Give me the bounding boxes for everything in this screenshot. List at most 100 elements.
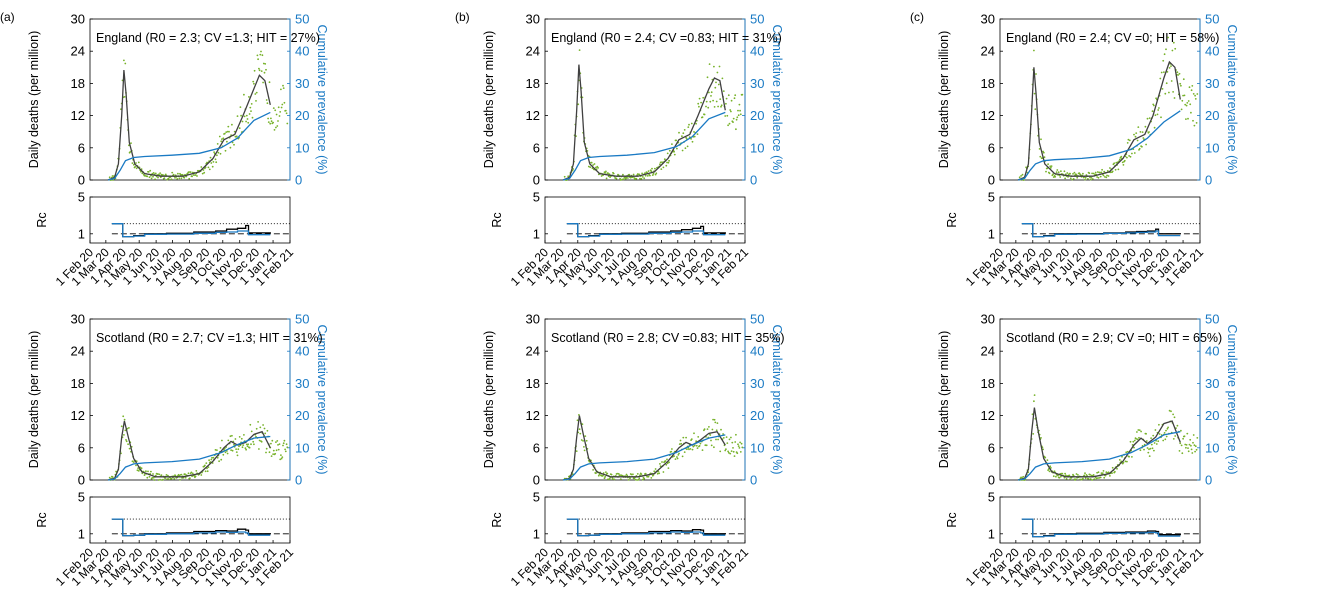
- data-point: [1190, 111, 1192, 114]
- data-point: [1102, 470, 1105, 472]
- data-point: [1096, 171, 1099, 173]
- data-point: [1141, 145, 1143, 148]
- data-point: [140, 467, 143, 470]
- y-axis-label: Daily deaths (per million): [937, 31, 951, 169]
- data-point: [1118, 459, 1121, 461]
- data-point: [621, 178, 624, 181]
- y-tick-label: 6: [78, 140, 85, 155]
- data-point: [208, 459, 211, 462]
- data-point: [111, 175, 114, 177]
- data-point: [150, 470, 152, 473]
- y2-tick-label: 10: [1205, 140, 1219, 155]
- rc-tick-label: 1: [533, 526, 540, 541]
- data-point: [270, 442, 272, 445]
- data-point: [1111, 466, 1114, 469]
- data-point: [277, 106, 280, 109]
- data-point: [240, 437, 243, 440]
- data-point: [237, 448, 240, 451]
- data-point: [1191, 85, 1194, 87]
- data-point: [605, 471, 607, 473]
- data-point: [125, 440, 128, 443]
- y-tick-label: 0: [533, 473, 540, 488]
- data-point: [1091, 178, 1094, 180]
- data-point: [265, 447, 268, 450]
- data-point: [724, 115, 727, 117]
- rc-axis-label: Rc: [35, 212, 49, 227]
- data-point: [1133, 152, 1136, 154]
- y2-tick-label: 50: [295, 12, 309, 27]
- data-point: [207, 166, 210, 169]
- data-point: [715, 429, 718, 432]
- data-point: [1185, 104, 1188, 107]
- data-point: [673, 150, 675, 153]
- y2-tick-label: 40: [750, 344, 764, 359]
- data-point: [111, 475, 114, 478]
- data-point: [695, 444, 698, 447]
- y-tick-label: 6: [78, 440, 85, 455]
- data-point: [711, 428, 714, 431]
- data-point: [1135, 438, 1138, 440]
- data-point: [1120, 155, 1123, 158]
- data-point: [1133, 439, 1136, 442]
- data-point: [1194, 94, 1196, 97]
- y2-tick-label: 30: [1205, 76, 1219, 91]
- data-point: [1020, 175, 1022, 177]
- data-point: [1184, 103, 1187, 106]
- data-point: [619, 474, 621, 477]
- data-point: [1125, 451, 1128, 454]
- data-point: [274, 452, 277, 455]
- data-point: [563, 175, 566, 178]
- data-point: [1100, 171, 1103, 174]
- data-point: [108, 176, 111, 179]
- data-point: [1182, 437, 1184, 440]
- data-point: [1079, 478, 1081, 481]
- data-point: [190, 471, 193, 474]
- data-point: [619, 478, 622, 480]
- data-point: [144, 175, 147, 177]
- data-point: [1152, 434, 1155, 437]
- chart-panel: (b) 0 6 12 18 24 30 0 10 20 30 40 50 Daily deaths (pe…: [455, 10, 784, 290]
- data-point: [627, 177, 629, 179]
- data-point: [268, 81, 271, 84]
- data-point: [1192, 434, 1195, 436]
- data-point: [1131, 456, 1133, 458]
- y-tick-label: 18: [71, 376, 85, 391]
- data-point: [1146, 447, 1149, 449]
- data-point: [1040, 437, 1042, 439]
- data-point: [256, 54, 259, 57]
- data-point: [583, 449, 586, 452]
- data-point: [1154, 429, 1157, 431]
- data-point: [706, 76, 709, 79]
- data-point: [1023, 179, 1025, 181]
- data-point: [1033, 49, 1035, 52]
- data-point: [273, 129, 276, 131]
- data-point: [677, 454, 680, 456]
- y2-tick-label: 0: [1205, 173, 1212, 188]
- data-point: [222, 453, 225, 456]
- data-point: [278, 443, 281, 445]
- data-point: [589, 166, 592, 169]
- data-point: [247, 121, 250, 124]
- y-tick-label: 18: [71, 76, 85, 91]
- data-point: [1148, 117, 1151, 119]
- data-point: [722, 433, 724, 435]
- data-point: [720, 428, 722, 431]
- data-point: [204, 470, 207, 473]
- data-point: [1020, 476, 1022, 479]
- data-point: [1116, 467, 1118, 470]
- rc-axis-label: Rc: [490, 212, 504, 227]
- data-point: [152, 473, 154, 475]
- data-point: [180, 177, 183, 180]
- data-point: [597, 474, 600, 477]
- data-point: [174, 177, 176, 179]
- data-point: [696, 133, 699, 136]
- data-point: [255, 100, 257, 102]
- chart-panel: (c) 0 6 12 18 24 30 0 10 20 30 40 50 Daily deaths (pe…: [910, 10, 1239, 290]
- data-point: [209, 156, 212, 159]
- data-point: [720, 104, 723, 107]
- data-point: [652, 172, 655, 175]
- prevalence-line: [1017, 110, 1181, 181]
- data-point: [123, 434, 125, 436]
- data-point: [717, 105, 719, 108]
- data-point: [741, 93, 744, 96]
